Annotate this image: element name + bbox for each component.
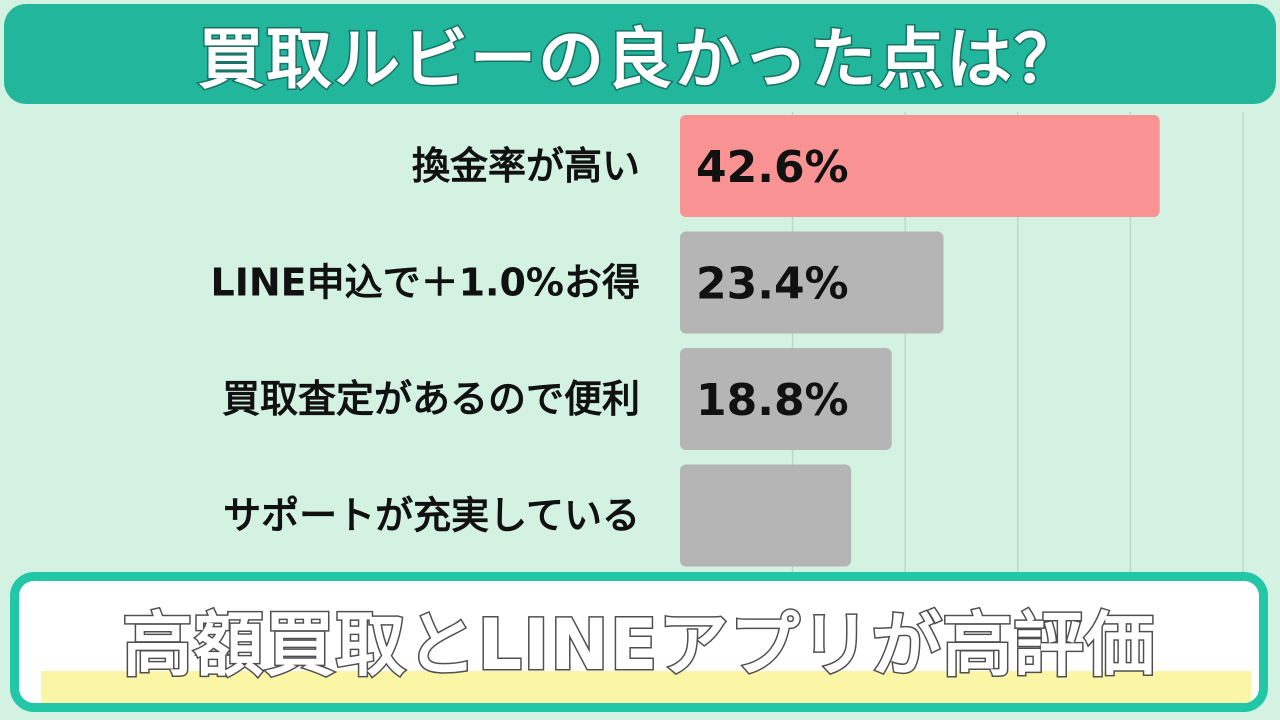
category-label: サポートが充実している [223,494,640,538]
bar [680,115,1160,217]
category-label: LINE申込で＋1.0%お得 [210,261,640,305]
bar-chart: 換金率が高い 42.6% LINE申込で＋1.0%お得 23.4% 買取査定があるので便… [210,112,1244,574]
value-label: 42.6% [696,142,849,193]
bar [680,231,944,334]
chart-title: 買取ルビーの良かった点は？ [197,20,1082,100]
highlight-marker [41,671,1251,703]
summary-text: 高額買取とLINEアプリが高評価 [121,603,1156,688]
bar [680,464,852,567]
title-banner: 買取ルビーの良かった点は？ [4,4,1276,104]
value-label: 18.8% [696,375,849,426]
value-label: 23.4% [696,259,849,310]
bar [680,348,892,450]
summary-box: 高額買取とLINEアプリが高評価 [10,572,1268,712]
category-label: 買取査定があるので便利 [222,377,640,421]
category-label: 換金率が高い [412,144,640,188]
